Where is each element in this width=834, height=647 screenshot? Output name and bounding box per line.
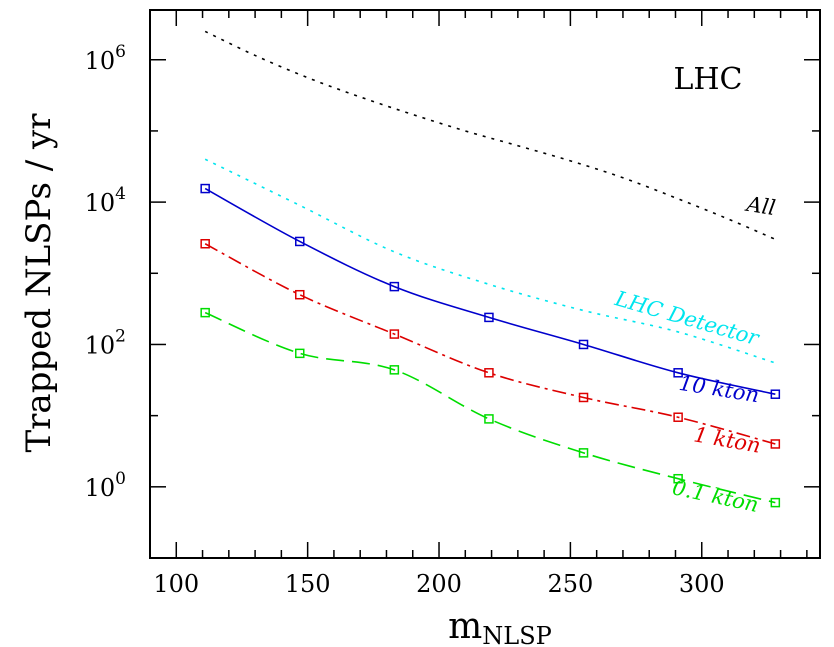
y-tick-label-base: 10 — [85, 47, 116, 75]
x-tick-label: 250 — [547, 570, 593, 598]
y-tick-label-exponent: 0 — [115, 469, 126, 489]
series-label: LHC Detector — [612, 286, 764, 351]
data-point-marker — [770, 439, 781, 449]
y-tick-label-base: 10 — [85, 331, 116, 359]
data-point-marker — [200, 183, 210, 194]
x-axis-title-main: m — [448, 606, 482, 647]
data-point-marker — [578, 392, 589, 403]
x-axis-title-subscript: NLSP — [482, 622, 552, 647]
data-point-marker — [200, 307, 210, 318]
data-point-marker — [295, 236, 305, 247]
data-point-marker — [578, 339, 589, 350]
data-point-marker — [295, 348, 305, 359]
x-tick-label: 150 — [285, 570, 331, 598]
y-tick-label: 100 — [85, 469, 126, 502]
lhc-annotation: LHC — [673, 62, 742, 97]
y-tick-label-exponent: 2 — [115, 326, 126, 346]
series-label: 10 kton — [677, 371, 760, 407]
y-tick-label: 104 — [85, 184, 126, 217]
y-tick-label: 106 — [85, 42, 126, 75]
series-line — [204, 187, 776, 395]
series-all: All — [204, 30, 777, 241]
plot-frame — [149, 9, 821, 559]
x-tick-label: 100 — [153, 570, 199, 598]
data-point-marker — [484, 312, 494, 323]
series-label: 0.1 kton — [670, 475, 760, 517]
series-0-1-kton: 0.1 kton — [200, 307, 781, 517]
series-line — [204, 311, 776, 504]
data-point-marker — [673, 368, 683, 378]
data-point-marker — [295, 289, 305, 300]
series-label: 1 kton — [692, 422, 763, 457]
data-point-marker — [770, 389, 781, 399]
data-point-marker — [389, 365, 400, 375]
series-lhc-detector: LHC Detector — [204, 158, 776, 364]
series-10-kton: 10 kton — [200, 183, 781, 407]
data-point-marker — [389, 329, 400, 339]
data-point-marker — [200, 238, 210, 249]
y-tick-label-base: 10 — [85, 474, 116, 502]
series-line — [204, 158, 776, 364]
series-line — [204, 30, 776, 241]
series-group: All LHC Detector 10 kton 1 kton 0.1 kton — [200, 30, 781, 517]
data-point-marker — [578, 448, 589, 458]
label-group: LHC mNLSP Trapped NLSPs / yr — [19, 62, 743, 647]
data-point-marker — [673, 412, 683, 422]
data-point-marker — [484, 414, 494, 424]
y-axis-title: Trapped NLSPs / yr — [19, 113, 59, 453]
data-point-marker — [484, 368, 494, 378]
x-tick-label: 200 — [416, 570, 462, 598]
y-tick-label-exponent: 6 — [115, 42, 126, 62]
series-line — [204, 243, 776, 445]
data-point-marker — [673, 473, 683, 484]
data-point-marker — [770, 497, 781, 508]
data-point-marker — [389, 281, 400, 292]
y-tick-label-exponent: 4 — [115, 184, 126, 204]
y-tick-label-base: 10 — [85, 189, 116, 217]
x-axis-title: mNLSP — [448, 606, 552, 647]
series-label: All — [743, 192, 777, 220]
y-tick-label: 102 — [85, 326, 126, 359]
x-tick-label: 300 — [679, 570, 725, 598]
